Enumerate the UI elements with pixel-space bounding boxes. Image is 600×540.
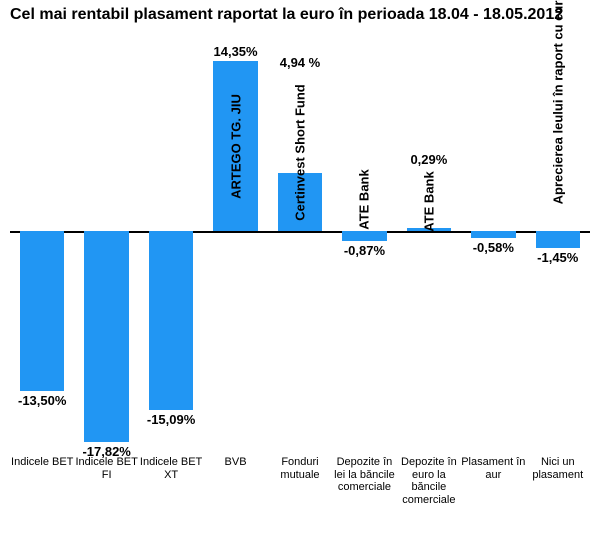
value-label: 14,35%: [203, 44, 267, 59]
category-label: Depozite în lei la băncile comerciale: [332, 456, 396, 494]
value-label: 0,29%: [397, 152, 461, 167]
value-label: -1,45%: [526, 250, 590, 265]
chart-container: Cel mai rentabil plasament raportat la e…: [0, 0, 600, 540]
bar: [471, 231, 515, 238]
bar-group: -0,58%: [461, 30, 525, 450]
bar: [342, 231, 386, 241]
bar-group: -13,50%: [10, 30, 74, 450]
category-label: Fonduri mutuale: [268, 456, 332, 481]
category-labels: Indicele BETIndicele BET FIIndicele BET …: [10, 452, 590, 540]
bar-inner-label: Aprecierea leului în raport cu euro: [550, 0, 565, 204]
bar: [84, 231, 128, 442]
plot-area: -13,50%-17,82%-15,09% 14,35% ARTEGO TG. JI…: [10, 30, 590, 450]
bar-inner-label: ATE Bank: [421, 171, 436, 231]
bar-group: -15,09%: [139, 30, 203, 450]
value-label: -13,50%: [10, 393, 74, 408]
value-label: -15,09%: [139, 412, 203, 427]
bar-group: 0,29% ATE Bank: [397, 30, 461, 450]
bar: [149, 231, 193, 410]
value-label: -0,58%: [461, 240, 525, 255]
bar-inner-label: Certinvest Short Fund: [292, 85, 307, 222]
value-label: -0,87%: [332, 243, 396, 258]
bar-inner-label: ARTEGO TG. JIU: [228, 94, 243, 199]
category-label: Plasament în aur: [461, 456, 525, 481]
category-label: Indicele BET XT: [139, 456, 203, 481]
bar-group: -0,87% ATE Bank: [332, 30, 396, 450]
bar-inner-label: ATE Bank: [357, 169, 372, 229]
category-label: BVB: [203, 456, 267, 469]
bar: [536, 231, 580, 248]
bar: [20, 231, 64, 391]
category-label: Indicele BET FI: [74, 456, 138, 481]
chart-title: Cel mai rentabil plasament raportat la e…: [0, 0, 600, 28]
bar-group: -1,45%Aprecierea leului în raport cu eur…: [526, 30, 590, 450]
bar-group: 14,35% ARTEGO TG. JIU: [203, 30, 267, 450]
category-label: Nici un plasament: [526, 456, 590, 481]
bar-group: 4,94 % Certinvest Short Fund: [268, 30, 332, 450]
value-label: 4,94 %: [268, 55, 332, 70]
category-label: Indicele BET: [10, 456, 74, 469]
category-label: Depozite în euro la băncile comerciale: [397, 456, 461, 507]
bar-group: -17,82%: [74, 30, 138, 450]
